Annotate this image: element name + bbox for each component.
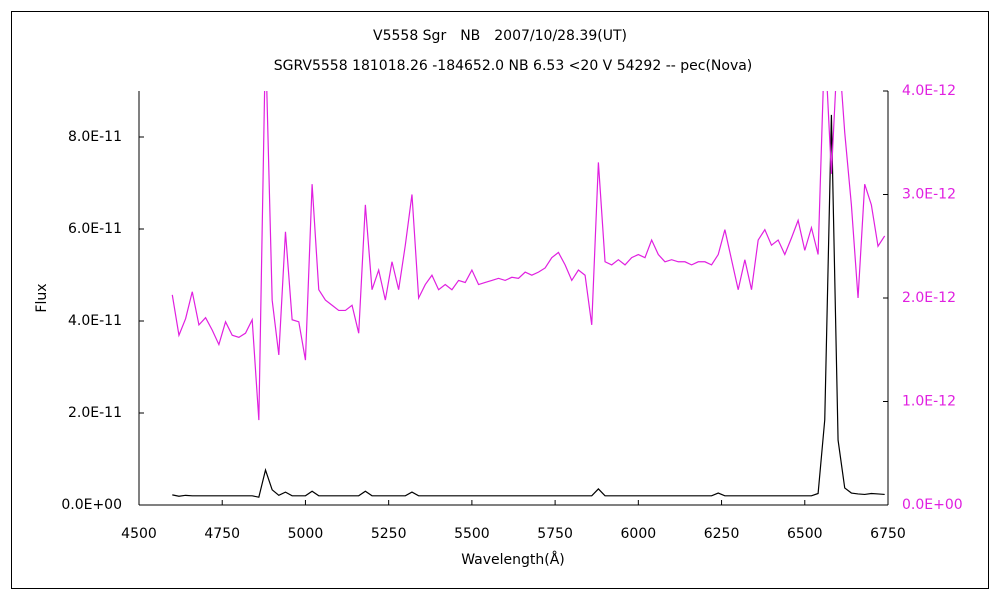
y-tick-label: 0.0E+00 [61, 497, 122, 513]
y2-tick-label: 0.0E+00 [902, 497, 963, 513]
x-tick-label: 5500 [454, 526, 490, 542]
x-tick-label: 5750 [537, 526, 573, 542]
x-tick-label: 4500 [121, 526, 157, 542]
frame [11, 11, 989, 589]
y2-tick-label: 4.0E-12 [902, 83, 956, 99]
chart-title: V5558 Sgr NB 2007/10/28.39(UT) [373, 28, 627, 44]
spectrum-line [172, 114, 885, 498]
x-tick-label: 6500 [787, 526, 823, 542]
x-tick-label: 4750 [204, 526, 240, 542]
y2-tick-label: 3.0E-12 [902, 187, 956, 203]
y-tick-label: 8.0E-11 [68, 129, 122, 145]
x-axis-label: Wavelength(Å) [461, 551, 565, 568]
spectrum-line [171, 91, 886, 421]
y-tick-label: 2.0E-11 [68, 405, 122, 421]
plot-area [171, 91, 886, 498]
x-tick-label: 6250 [704, 526, 740, 542]
y2-tick-label: 1.0E-12 [902, 394, 956, 410]
y-tick-label: 4.0E-11 [68, 313, 122, 329]
chart-subtitle: SGRV5558 181018.26 -184652.0 NB 6.53 <20… [274, 58, 753, 74]
y2-tick-label: 2.0E-12 [902, 290, 956, 306]
y-axis-label: Flux [34, 283, 50, 312]
x-tick-label: 5250 [371, 526, 407, 542]
y-tick-label: 6.0E-11 [68, 221, 122, 237]
x-tick-label: 5000 [288, 526, 324, 542]
x-tick-label: 6000 [621, 526, 657, 542]
x-tick-label: 6750 [870, 526, 906, 542]
